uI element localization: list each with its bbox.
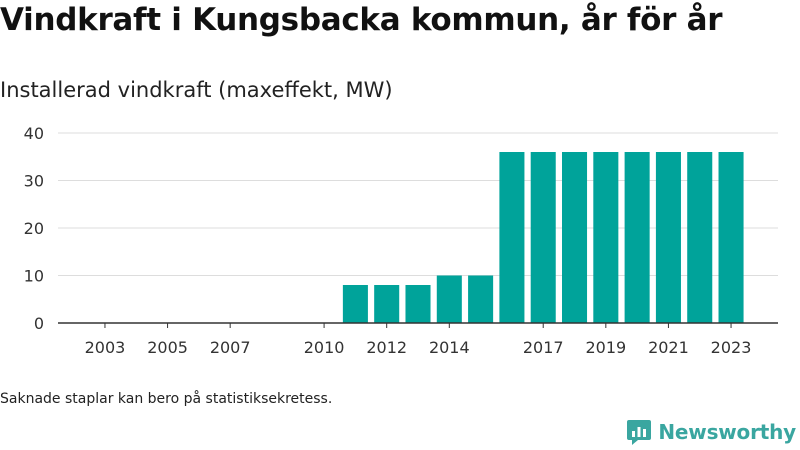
y-tick-label: 20 [24,219,44,238]
x-tick-label: 2003 [85,338,126,357]
x-tick-label: 2017 [523,338,564,357]
y-tick-label: 10 [24,267,44,286]
y-tick-label: 40 [24,124,44,143]
bar-2021 [655,152,681,323]
y-tick-label: 0 [34,314,44,333]
x-axis-labels: 2003 2005 2007 2010 2012 2014 2017 2019 2021 2023 [85,323,752,357]
bar-2016 [499,152,525,323]
bar-2018 [562,152,588,323]
x-tick-label: 2019 [585,338,626,357]
bar-2022 [687,152,713,323]
bars [342,152,744,323]
brand-name: Newsworthy [658,420,796,444]
chart-subtitle: Installerad vindkraft (maxeffekt, MW) [0,78,393,102]
bar-2012 [374,285,400,323]
x-tick-label: 2005 [147,338,188,357]
brand-logo: Newsworthy [626,418,796,446]
x-tick-label: 2023 [711,338,752,357]
footnote: Saknade staplar kan bero på statistiksek… [0,391,333,407]
y-axis-labels: 0 10 20 30 40 [24,124,44,333]
bar-2013 [405,285,431,323]
bar-2011 [342,285,368,323]
bar-2023 [718,152,744,323]
x-tick-label: 2014 [429,338,470,357]
x-tick-label: 2021 [648,338,689,357]
x-tick-label: 2012 [366,338,407,357]
x-tick-label: 2007 [210,338,251,357]
chart-title: Vindkraft i Kungsbacka kommun, år för år [0,2,723,38]
bar-2019 [593,152,619,323]
bar-2017 [530,152,556,323]
newsworthy-logo-icon [627,420,652,445]
y-tick-label: 30 [24,172,44,191]
bar-2015 [468,275,494,323]
x-tick-label: 2010 [304,338,345,357]
bar-2020 [624,152,650,323]
bar-2014 [436,275,462,323]
